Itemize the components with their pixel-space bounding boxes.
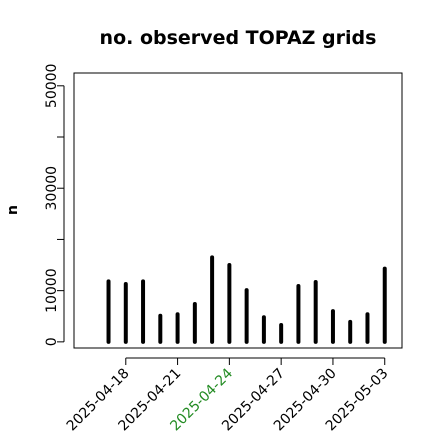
bars [106,255,387,344]
y-tick-label: 10000 [44,268,60,313]
y-tick-label: 50000 [44,64,60,109]
y-tick-label: 30000 [44,166,60,211]
chart-title: no. observed TOPAZ grids [100,27,377,49]
plot-area [73,72,403,349]
x-axis: 2025-04-182025-04-212025-04-242025-04-27… [64,357,392,434]
y-axis-label: n [5,205,21,215]
y-tick-label: 0 [44,337,60,346]
y-axis: 0 10000 30000 50000 [44,64,65,346]
